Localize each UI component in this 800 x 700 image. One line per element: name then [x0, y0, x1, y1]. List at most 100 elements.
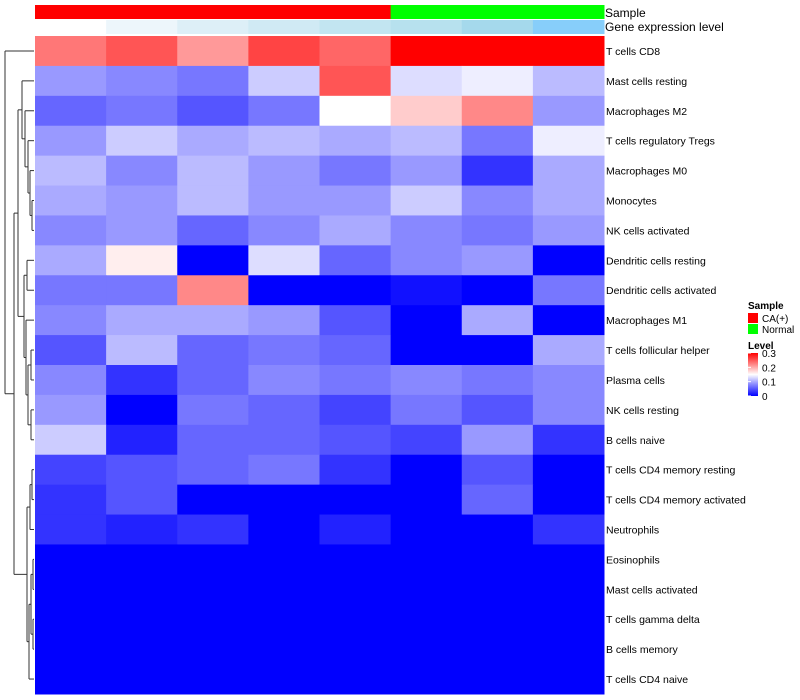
heatmap-cell [461, 125, 534, 157]
heatmap-cell [248, 95, 320, 127]
heatmap-cell [106, 125, 178, 157]
heatmap-cell [35, 604, 107, 635]
sample-track-label: Sample [605, 6, 646, 20]
heatmap-cell [106, 305, 178, 336]
heatmap-cell [106, 155, 178, 187]
sample-annotation-cell [106, 5, 178, 19]
gene-expression-annotation-bar [35, 20, 605, 34]
row-label: Macrophages M2 [606, 106, 687, 118]
row-label: NK cells resting [606, 405, 679, 417]
heatmap-cell [177, 574, 249, 605]
row-label: NK cells activated [606, 225, 690, 237]
heatmap-cell [177, 215, 249, 246]
heatmap-cell [177, 664, 249, 695]
row-label: T cells gamma delta [606, 614, 700, 626]
heatmap-cell [248, 484, 320, 516]
heatmap-cell [532, 185, 605, 216]
heatmap-cell [390, 484, 463, 516]
heatmap-cell [248, 185, 320, 216]
heatmap-cell [461, 424, 534, 456]
heatmap-cell [319, 125, 392, 157]
heatmap-cell [390, 394, 463, 426]
heatmap-cell [177, 484, 249, 516]
row-label: Monocytes [606, 196, 657, 208]
heatmap-cell [177, 335, 249, 366]
legend-level-ticks: 0.3 0.2 0.1 0 [748, 349, 776, 403]
heatmap-cell [390, 454, 463, 486]
heatmap-cell [319, 275, 392, 306]
heatmap-cell [461, 604, 534, 635]
sample-annotation-cell [532, 5, 605, 19]
row-label: Mast cells resting [606, 76, 687, 88]
heatmap-cell [248, 155, 320, 187]
heatmap-cell [319, 574, 392, 605]
heatmap-cell [461, 305, 534, 336]
heatmap-cell [461, 275, 534, 306]
heatmap-cell [390, 125, 463, 157]
heatmap-cell [106, 275, 178, 306]
heatmap-cell [35, 634, 107, 665]
heatmap-cell [390, 36, 463, 67]
gene-expression-annotation-cell [461, 20, 534, 34]
legend-tick-label: 0.1 [762, 378, 776, 389]
row-label: T cells CD4 memory resting [606, 465, 735, 477]
heatmap-cell [461, 335, 534, 366]
heatmap-cell [248, 394, 320, 426]
heatmap-cell [532, 36, 605, 67]
heatmap-cell [177, 275, 249, 306]
heatmap-cell [390, 424, 463, 456]
heatmap-cell [319, 454, 392, 486]
heatmap-cell [532, 454, 605, 486]
heatmap-cell [106, 424, 178, 456]
row-label: Macrophages M1 [606, 315, 687, 327]
heatmap-cell [35, 365, 107, 396]
heatmap-cell [319, 155, 392, 187]
row-label: Mast cells activated [606, 584, 698, 596]
heatmap-cell [35, 65, 107, 97]
heatmap-cell [248, 36, 320, 67]
heatmap-cell [319, 215, 392, 246]
heatmap-cell [532, 514, 605, 545]
heatmap-cell [248, 664, 320, 695]
sample-annotation-cell [319, 5, 392, 19]
heatmap-cell [248, 514, 320, 545]
row-label: T cells CD8 [606, 46, 660, 58]
legend-tick-label: 0.2 [762, 363, 776, 374]
heatmap-cell [532, 394, 605, 426]
heatmap-cell [248, 125, 320, 157]
heatmap-cell [177, 125, 249, 157]
heatmap-cell [35, 36, 107, 67]
heatmap-cell [106, 664, 178, 695]
heatmap-cell [177, 514, 249, 545]
row-dendrogram [4, 50, 34, 680]
row-label: Dendritic cells activated [606, 285, 716, 297]
heatmap-cell [177, 65, 249, 97]
heatmap-cell [35, 95, 107, 127]
legend-tick-label: 0.3 [762, 349, 776, 360]
heatmap-cell [177, 394, 249, 426]
heatmap-cell [319, 544, 392, 575]
heatmap-cell [248, 215, 320, 246]
heatmap-cell [461, 574, 534, 605]
heatmap-cell [177, 245, 249, 276]
heatmap-cell [319, 604, 392, 635]
heatmap-cell [319, 245, 392, 276]
heatmap-cell [177, 36, 249, 67]
heatmap-cell [248, 454, 320, 486]
heatmap-cell [461, 664, 534, 695]
sample-annotation-bar [35, 5, 605, 19]
heatmap-cell [319, 305, 392, 336]
row-label: Plasma cells [606, 375, 665, 387]
heatmap-cell [390, 604, 463, 635]
sample-annotation-cell [461, 5, 534, 19]
heatmap-cell [319, 394, 392, 426]
row-label: B cells naive [606, 435, 665, 447]
heatmap-cell [390, 155, 463, 187]
heatmap-cell [461, 394, 534, 426]
heatmap-cell [319, 365, 392, 396]
heatmap-cell [461, 65, 534, 97]
heatmap-cell [532, 335, 605, 366]
heatmap-cell [248, 365, 320, 396]
heatmap-cell [35, 664, 107, 695]
heatmap-cell [106, 95, 178, 127]
